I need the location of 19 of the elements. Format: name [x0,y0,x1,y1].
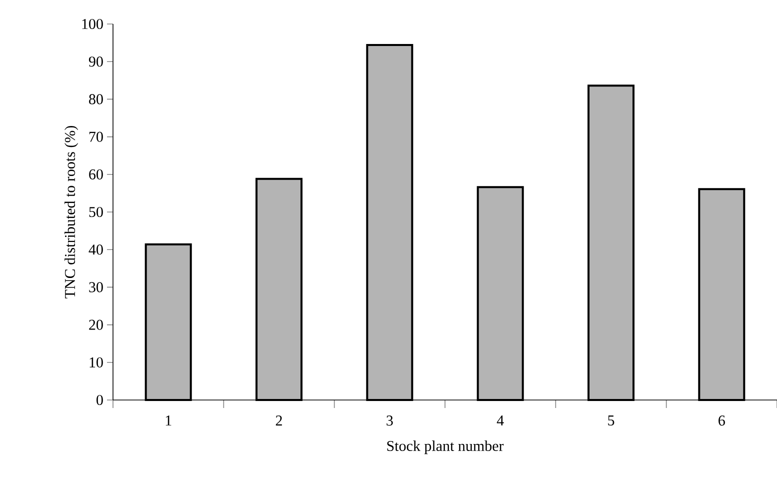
y-tick-label: 10 [90,357,103,368]
y-tick-label: 60 [89,169,103,180]
y-tick-label: 100 [82,18,103,30]
y-tick-label: 20 [89,320,103,330]
x-tick-label: 2 [276,416,282,426]
x-tick-label: 4 [496,416,504,426]
y-tick-label: 40 [88,244,103,255]
x-tick-label: 6 [718,416,725,426]
x-axis-title: Stock plant number [387,440,504,454]
y-tick-label: 30 [89,282,103,292]
y-tick-label: 50 [89,206,103,218]
y-tick-label: 0 [96,394,103,406]
y-tick-label: 80 [89,94,103,104]
y-axis-title: TNC distributed to roots (%) [64,126,78,298]
x-tick-label: 5 [608,416,614,426]
x-tick-label: 3 [386,416,393,426]
y-tick-label: 70 [89,132,103,142]
y-tick-label: 90 [88,56,103,67]
x-tick-label: 1 [166,416,172,426]
